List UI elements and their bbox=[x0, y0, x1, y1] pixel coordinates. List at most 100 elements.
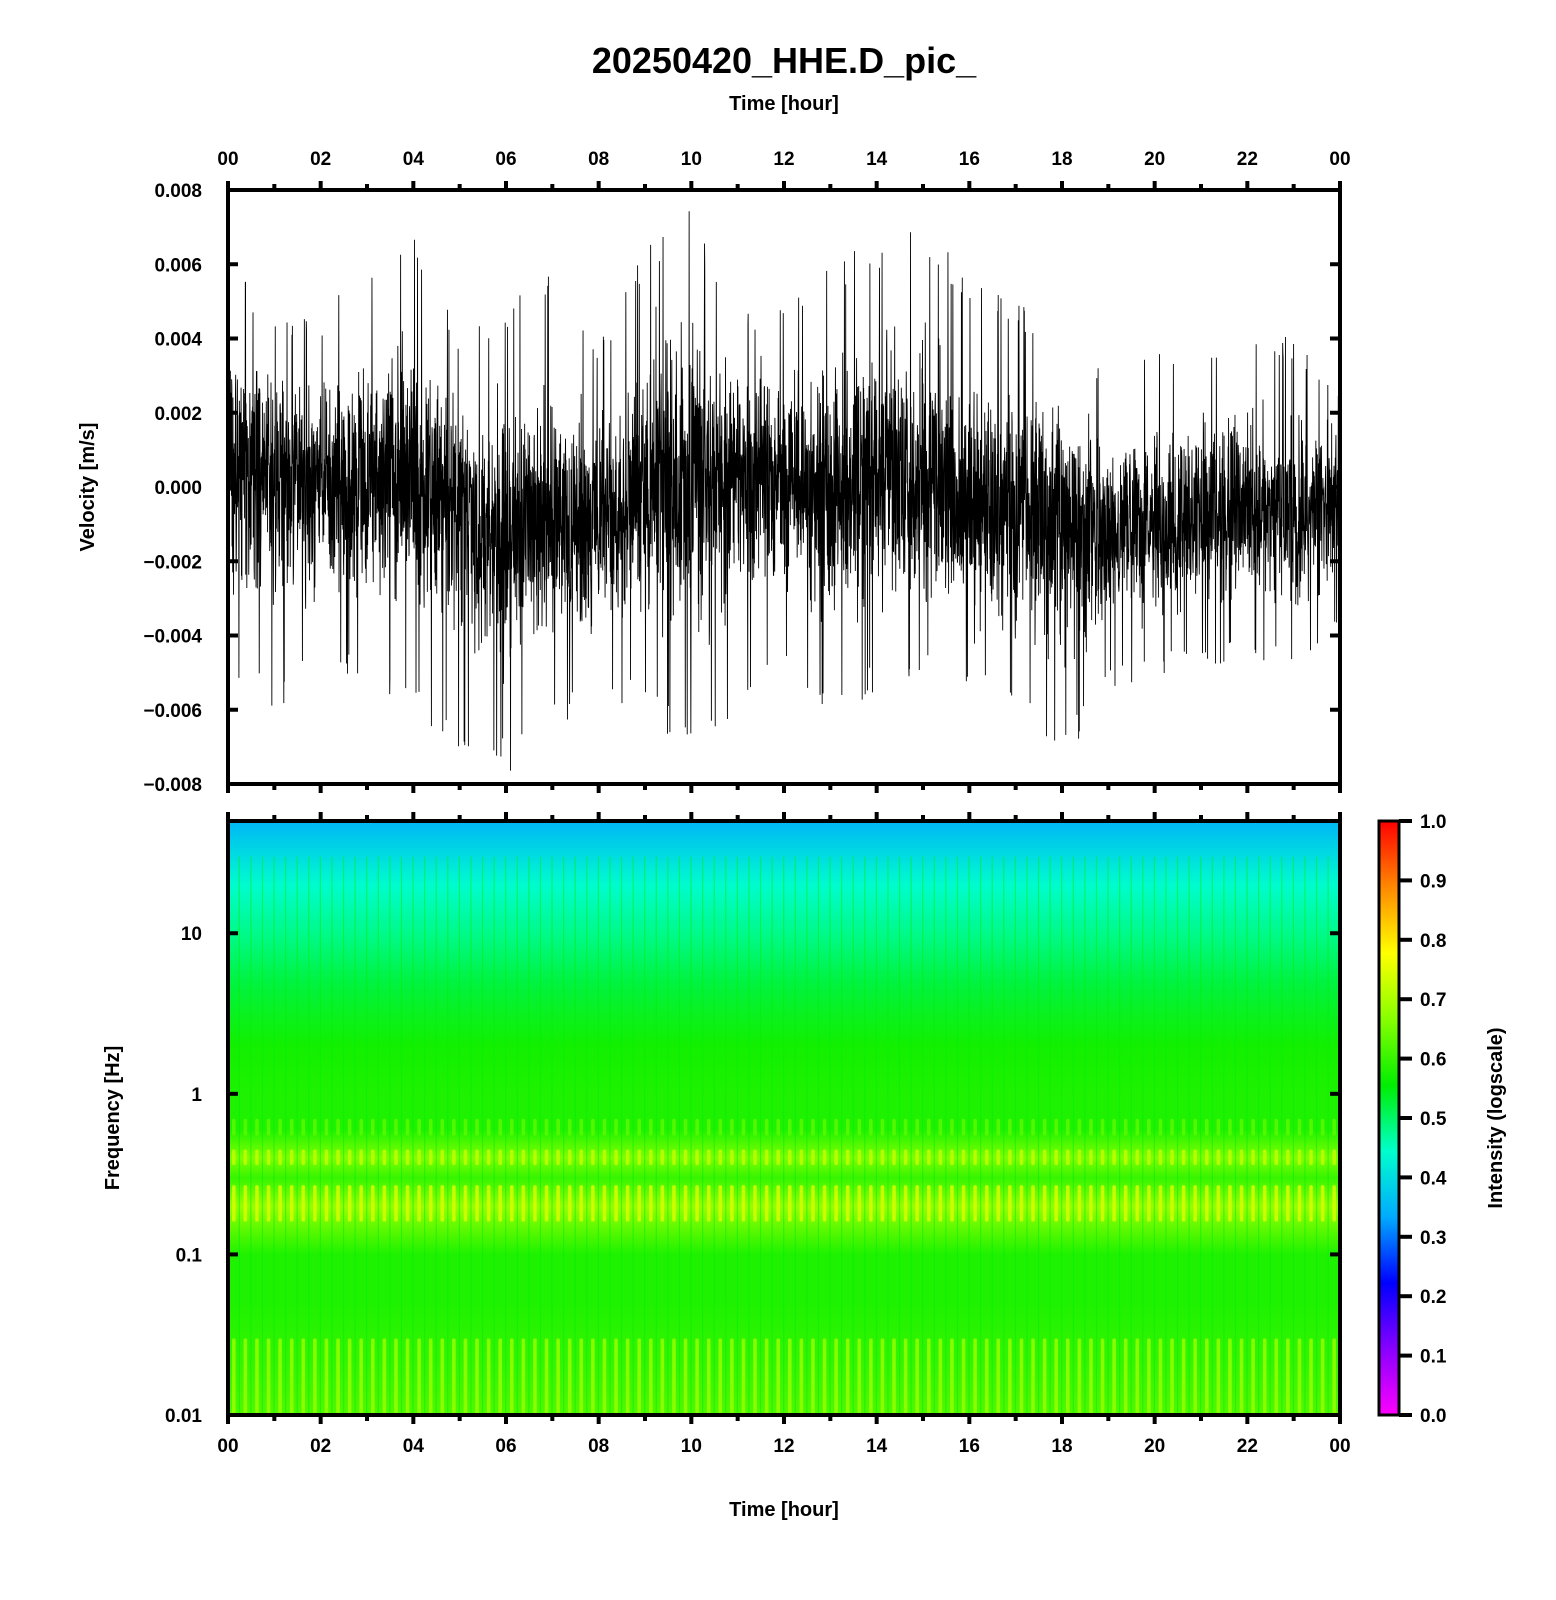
spectrogram-stripe bbox=[336, 1338, 340, 1415]
spectrogram-stripe bbox=[359, 1185, 364, 1222]
spectrogram-stripe bbox=[741, 1149, 746, 1166]
spectrogram-stripe bbox=[857, 1185, 862, 1222]
spectrogram-stripe bbox=[475, 1338, 479, 1415]
spectrogram-stripe bbox=[301, 1118, 306, 1136]
spectrogram-plot: 10 1 0.1 0.01 00 02 04 06 08 10 12 14 16 18 20 22 00 Fr… bbox=[102, 812, 1351, 1521]
velocity-y-tick-label: −0.006 bbox=[143, 701, 202, 722]
spectrogram-stripe bbox=[695, 1338, 699, 1415]
spectrogram-stripe bbox=[973, 1185, 977, 1222]
spectrogram-stripe bbox=[509, 1149, 514, 1166]
spectrogram-stripe bbox=[1309, 1185, 1313, 1222]
spectrogram-stripe bbox=[1077, 1338, 1082, 1415]
spectrogram-stripe bbox=[1274, 1338, 1279, 1415]
velocity-ticks bbox=[226, 181, 1342, 793]
spectrogram-stripe bbox=[289, 1118, 294, 1136]
colorbar-ticks: 1.0 0.9 0.8 0.7 0.6 0.5 0.4 0.3 0.2 0.1 0.0 bbox=[1399, 812, 1447, 1427]
spectrogram-stripe bbox=[973, 1118, 977, 1136]
spectrogram-stripe bbox=[1100, 1149, 1105, 1166]
spectrogram-stripe bbox=[556, 1185, 560, 1222]
spectrogram-stripe bbox=[787, 1338, 792, 1415]
spectrogram-stripe bbox=[278, 1185, 282, 1222]
spectrogram-stripe bbox=[1228, 1149, 1232, 1166]
colorbar: 1.0 0.9 0.8 0.7 0.6 0.5 0.4 0.3 0.2 0.1 0.0 Intens… bbox=[1377, 812, 1507, 1427]
spectrogram-stripe bbox=[672, 1338, 676, 1415]
spectrogram-stripe bbox=[1286, 1338, 1290, 1415]
spectrogram-stripe bbox=[313, 1118, 317, 1136]
spectrogram-stripe bbox=[1065, 1338, 1070, 1415]
spectrogram-stripe bbox=[428, 1338, 433, 1415]
spectrogram-stripe bbox=[266, 1118, 271, 1136]
chart-title: 20250420_HHE.D_pic_ bbox=[592, 40, 977, 81]
spectrogram-stripe bbox=[753, 1185, 757, 1222]
spectrogram-stripe bbox=[996, 1149, 1001, 1166]
velocity-y-tick-label: −0.004 bbox=[143, 627, 202, 648]
spectrogram-stripe bbox=[243, 1185, 248, 1222]
spectrogram-stripe bbox=[463, 1185, 468, 1222]
spectrogram-stripe bbox=[1239, 1149, 1244, 1166]
colorbar-tick-label: 0.8 bbox=[1420, 931, 1446, 952]
spectrogram-stripe bbox=[880, 1185, 885, 1222]
spectrogram-stripe bbox=[845, 1118, 850, 1136]
spectrogram-stripe bbox=[417, 1338, 421, 1415]
spectrogram-stripe bbox=[1297, 1185, 1302, 1222]
spectrogram-stripe bbox=[961, 1185, 966, 1222]
frequency-y-tick-labels: 10 1 0.1 0.01 bbox=[165, 924, 202, 1427]
spectrogram-stripe bbox=[1031, 1338, 1035, 1415]
velocity-y-tick-label: 0.002 bbox=[154, 404, 202, 425]
spectrogram-stripe bbox=[1042, 1118, 1047, 1136]
spectrogram-stripe bbox=[556, 1338, 560, 1415]
spectrogram-stripe bbox=[973, 1338, 977, 1415]
spectrogram-stripe bbox=[1112, 1185, 1116, 1222]
frequency-y-axis-label: Frequency [Hz] bbox=[102, 1046, 124, 1190]
spectrogram-stripe bbox=[301, 1338, 306, 1415]
spectrogram-stripe bbox=[787, 1118, 792, 1136]
spectrogram-stripe bbox=[1239, 1338, 1244, 1415]
spectrogram-stripe bbox=[498, 1185, 503, 1222]
spectrogram-stripe bbox=[509, 1118, 514, 1136]
spectrogram-stripe bbox=[672, 1149, 676, 1166]
spectrogram-stripe bbox=[660, 1118, 665, 1136]
spectrogram-stripe bbox=[1332, 1185, 1337, 1222]
spectrogram-stripe bbox=[776, 1338, 781, 1415]
spectrogram-stripe bbox=[764, 1118, 769, 1136]
spectrogram-stripe bbox=[452, 1118, 456, 1136]
spectrogram-stripe bbox=[903, 1338, 908, 1415]
spectrogram-stripe bbox=[706, 1118, 711, 1136]
spectrogram-stripe bbox=[892, 1338, 896, 1415]
top-x-tick-label: 06 bbox=[495, 149, 516, 170]
top-x-axis-label: Time [hour] bbox=[729, 93, 839, 115]
spectrogram-stripe bbox=[486, 1118, 491, 1136]
spectrogram-stripe bbox=[359, 1149, 364, 1166]
spectrogram-stripe bbox=[498, 1149, 503, 1166]
spectrogram-stripe bbox=[336, 1118, 340, 1136]
spectrogram-stripe bbox=[255, 1149, 259, 1166]
spectrogram-stripe bbox=[382, 1185, 387, 1222]
spectrogram-stripe bbox=[382, 1149, 387, 1166]
spectrogram-stripe bbox=[1216, 1338, 1221, 1415]
spectrogram-stripe bbox=[1019, 1338, 1024, 1415]
spectrogram-stripe bbox=[417, 1118, 421, 1136]
spectrogram-stripe bbox=[1158, 1149, 1163, 1166]
spectrogram-stripe bbox=[544, 1338, 549, 1415]
spectrogram-stripe bbox=[614, 1338, 618, 1415]
spectrogram-stripe bbox=[880, 1149, 885, 1166]
spectrogram-stripe bbox=[1193, 1149, 1198, 1166]
spectrogram-stripe bbox=[1286, 1185, 1290, 1222]
colorbar-tick-label: 0.7 bbox=[1420, 990, 1446, 1011]
spectrogram-stripe bbox=[938, 1149, 943, 1166]
velocity-y-tick-label: 0.006 bbox=[154, 255, 202, 276]
spectrogram-stripe bbox=[1135, 1185, 1140, 1222]
spectrogram-stripe bbox=[1112, 1118, 1116, 1136]
spectrogram-stripe bbox=[1019, 1118, 1024, 1136]
top-x-tick-label: 16 bbox=[959, 149, 980, 170]
spectrogram-stripes bbox=[231, 856, 1340, 1415]
spectrogram-stripe bbox=[1170, 1149, 1174, 1166]
spectrogram-stripe bbox=[1181, 1185, 1186, 1222]
spectrogram-stripe bbox=[787, 1185, 792, 1222]
spectrogram-stripe bbox=[1228, 1338, 1232, 1415]
spectrogram-stripe bbox=[660, 1338, 665, 1415]
spectrogram-stripe bbox=[950, 1149, 954, 1166]
spectrogram-stripe bbox=[637, 1149, 642, 1166]
spectrogram-stripe bbox=[1054, 1118, 1059, 1136]
